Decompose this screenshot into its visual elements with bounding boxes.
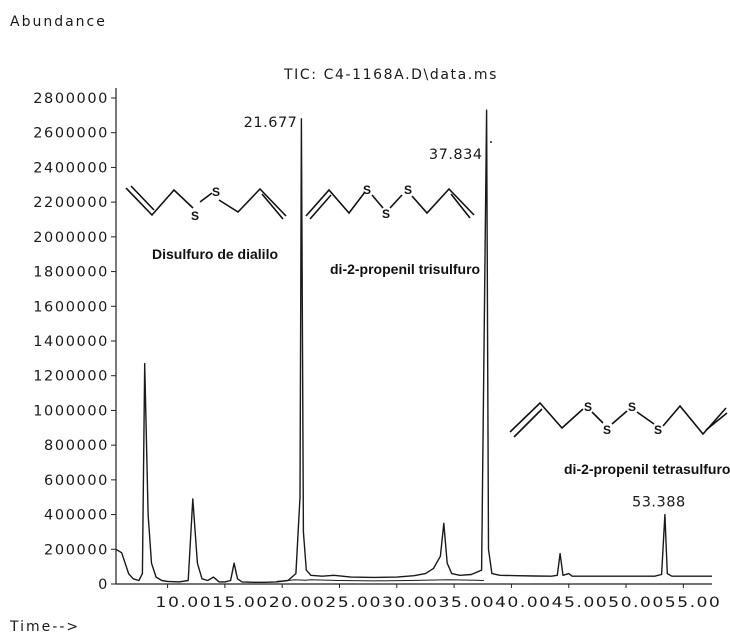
y-tick-label: 2600000 <box>33 126 109 142</box>
y-tick-label: 400000 <box>44 508 109 524</box>
structure-disulfide-bonds-right <box>218 187 287 217</box>
structure-tetrasulfide-label: di-2-propenil tetrasulfuro <box>564 461 730 477</box>
structure-disulfide: S S Disulfuro de dialilo <box>125 185 287 262</box>
peak-label: 37.834 <box>429 147 483 163</box>
y-tick-label: 0 <box>98 577 109 593</box>
peak-labels: 21.677 37.834 53.388 <box>244 115 686 511</box>
y-axis-title: Abundance <box>10 14 107 30</box>
structure-tetrasulfide-atom-4: S <box>654 423 662 437</box>
structure-tetrasulfide-bonds-left <box>509 401 584 433</box>
structure-disulfide-ss-bond <box>199 192 213 203</box>
structure-trisulfide-label: di-2-propenil trisulfuro <box>330 261 480 277</box>
structure-disulfide-atom-2: S <box>212 185 220 199</box>
y-tick-label: 1800000 <box>33 265 109 281</box>
structure-tetrasulfide-atom-3: S <box>628 400 636 414</box>
structure-tetrasulfide-ss-bond-2 <box>611 410 628 425</box>
structure-trisulfide-atom-1: S <box>363 183 371 197</box>
y-tick-label: 1400000 <box>33 334 109 350</box>
x-ticks: 10.0015.0020.0025.0030.0035.0040.0045.00… <box>156 584 722 611</box>
structure-trisulfide-ss-bond-1 <box>371 194 384 209</box>
y-tick-label: 200000 <box>44 542 109 558</box>
structure-disulfide-double-right <box>261 193 284 220</box>
series-line-1 <box>115 109 712 583</box>
structure-disulfide-bonds-left <box>125 187 194 217</box>
structure-tetrasulfide: S S S S di-2-propenil tetrasulfuro <box>509 400 730 477</box>
structure-tetrasulfide-ss-bond-3 <box>636 411 655 425</box>
structure-trisulfide: S S S di-2-propenil trisulfuro <box>305 183 480 277</box>
peak-label: 53.388 <box>632 495 686 511</box>
y-tick-label: 1000000 <box>33 403 109 419</box>
y-tick-label: 600000 <box>44 473 109 489</box>
peak-label: 21.677 <box>244 115 298 131</box>
y-tick-label: 2200000 <box>33 195 109 211</box>
x-axis-title: Time--> <box>9 619 80 632</box>
chart-title: TIC: C4-1168A.D\data.ms <box>283 67 498 83</box>
y-ticks: 2800000260000024000002200000200000018000… <box>33 91 116 593</box>
structure-tetrasulfide-bonds-right <box>662 404 727 436</box>
y-tick-label: 800000 <box>44 438 109 454</box>
structure-trisulfide-double-right <box>450 193 471 219</box>
y-tick-label: 1200000 <box>33 369 109 385</box>
y-tick-label: 2000000 <box>33 230 109 246</box>
structure-tetrasulfide-ss-bond-1 <box>591 411 604 424</box>
structure-trisulfide-ss-bond-2 <box>389 194 403 209</box>
structure-tetrasulfide-atom-1: S <box>584 400 592 414</box>
x-tick-labels: 10.0015.0020.0025.0030.0035.0040.0045.00… <box>156 595 722 611</box>
y-tick-label: 2800000 <box>33 91 109 107</box>
structure-tetrasulfide-double-right <box>705 412 728 431</box>
y-tick-label: 1600000 <box>33 299 109 315</box>
structure-trisulfide-atom-3: S <box>404 183 412 197</box>
structure-trisulfide-bonds-right <box>411 187 475 216</box>
structure-disulfide-label: Disulfuro de dialilo <box>152 246 278 262</box>
structure-disulfide-atom-1: S <box>191 209 199 223</box>
structure-trisulfide-atom-2: S <box>382 207 390 221</box>
structure-disulfide-double-left <box>130 185 155 211</box>
series-lines <box>115 109 712 583</box>
structure-tetrasulfide-double-left <box>513 408 543 438</box>
structure-trisulfide-bonds-left <box>305 188 366 217</box>
y-tick-label: 2400000 <box>33 160 109 176</box>
structure-tetrasulfide-atom-2: S <box>603 423 611 437</box>
series-line-2 <box>276 579 484 582</box>
structure-trisulfide-double-left <box>309 194 332 220</box>
stray-dot <box>490 141 492 143</box>
